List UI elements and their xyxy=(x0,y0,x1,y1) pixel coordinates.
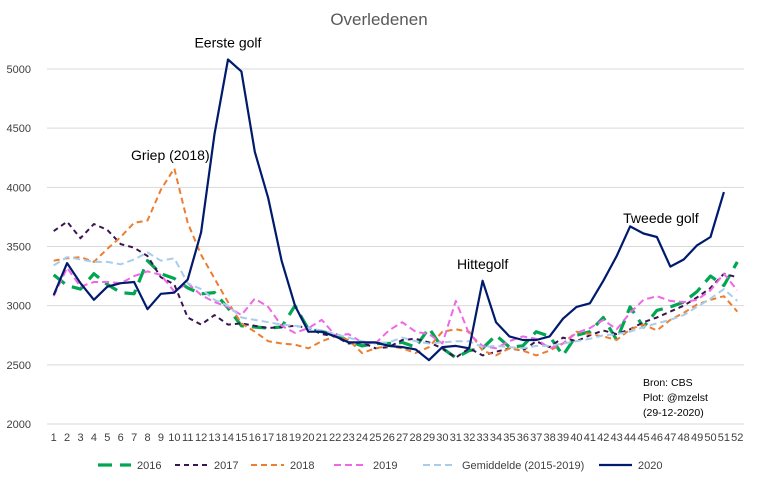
x-tick-label: 15 xyxy=(235,432,247,444)
series-lines xyxy=(52,58,739,362)
x-tick-label: 24 xyxy=(356,432,368,444)
x-tick-label: 29 xyxy=(423,432,435,444)
x-axis-ticks: 1 2 3 4 5 6 7 8 9 10 11 12 13 14 15 16 17 18 19 20 21 22 23 24 2… xyxy=(51,432,744,444)
annotation-hittegolf: Hittegolf xyxy=(457,256,508,272)
legend-label-5: 2020 xyxy=(638,460,662,472)
x-tick-label: 37 xyxy=(530,432,542,444)
x-tick-label: 2 xyxy=(64,432,70,444)
x-tick-label: 8 xyxy=(144,432,150,444)
series-line-5 xyxy=(52,58,725,362)
x-tick-label: 51 xyxy=(718,432,730,444)
legend-label-3: 2019 xyxy=(373,460,397,472)
x-tick-label: 18 xyxy=(275,432,287,444)
y-tick-label: 2500 xyxy=(7,360,31,372)
annotations: Eerste golf Griep (2018) Hittegolf Tweed… xyxy=(131,35,699,272)
annotation-griep-2018: Griep (2018) xyxy=(131,147,210,163)
x-tick-label: 25 xyxy=(369,432,381,444)
x-tick-label: 28 xyxy=(409,432,421,444)
source-line-2: Plot: @mzelst xyxy=(643,392,708,404)
x-tick-label: 32 xyxy=(463,432,475,444)
y-tick-label: 4000 xyxy=(7,182,31,194)
x-tick-label: 10 xyxy=(168,432,180,444)
x-tick-label: 21 xyxy=(316,432,328,444)
x-tick-label: 9 xyxy=(158,432,164,444)
x-tick-label: 22 xyxy=(329,432,341,444)
x-tick-label: 11 xyxy=(182,432,193,444)
x-tick-label: 50 xyxy=(704,432,716,444)
x-tick-label: 49 xyxy=(691,432,703,444)
y-tick-label: 3000 xyxy=(7,301,31,313)
x-tick-label: 4 xyxy=(91,432,97,444)
x-tick-label: 44 xyxy=(624,432,636,444)
x-tick-label: 27 xyxy=(396,432,408,444)
source-line-1: Bron: CBS xyxy=(643,377,693,389)
legend-label-4: Gemiddelde (2015-2019) xyxy=(462,460,584,472)
x-tick-label: 6 xyxy=(118,432,124,444)
x-tick-label: 35 xyxy=(503,432,515,444)
source-note: Bron: CBS Plot: @mzelst (29-12-2020) xyxy=(643,377,708,419)
x-tick-label: 45 xyxy=(637,432,649,444)
x-tick-label: 39 xyxy=(557,432,569,444)
x-tick-label: 33 xyxy=(477,432,489,444)
x-tick-label: 7 xyxy=(131,432,137,444)
x-tick-label: 1 xyxy=(51,432,57,444)
x-tick-label: 36 xyxy=(517,432,529,444)
x-tick-label: 42 xyxy=(597,432,609,444)
y-tick-label: 2000 xyxy=(7,419,31,431)
x-tick-label: 13 xyxy=(208,432,220,444)
series-line-1 xyxy=(53,220,738,359)
x-tick-label: 14 xyxy=(222,432,234,444)
x-tick-label: 38 xyxy=(544,432,556,444)
x-tick-label: 17 xyxy=(262,432,274,444)
legend-label-1: 2017 xyxy=(214,460,238,472)
x-tick-label: 31 xyxy=(450,432,462,444)
chart-title: Overledenen xyxy=(330,10,427,29)
x-tick-label: 20 xyxy=(302,432,314,444)
x-tick-label: 40 xyxy=(570,432,582,444)
gridlines xyxy=(47,68,744,425)
x-tick-label: 43 xyxy=(611,432,623,444)
x-tick-label: 19 xyxy=(289,432,301,444)
y-tick-label: 4500 xyxy=(7,123,31,135)
legend-label-2: 2018 xyxy=(290,460,314,472)
x-tick-label: 48 xyxy=(678,432,690,444)
legend: 2016 2017 2018 2019 Gemiddelde (2015-2019) 20… xyxy=(98,460,662,472)
legend-label-0: 2016 xyxy=(137,460,161,472)
y-tick-label: 3500 xyxy=(7,242,31,254)
series-line-3 xyxy=(52,266,739,350)
x-tick-label: 16 xyxy=(249,432,261,444)
x-tick-label: 34 xyxy=(490,432,502,444)
x-tick-label: 41 xyxy=(584,432,596,444)
source-line-3: (29-12-2020) xyxy=(643,407,704,419)
x-tick-label: 47 xyxy=(664,432,676,444)
y-tick-label: 5000 xyxy=(7,64,31,76)
series-line-2 xyxy=(53,167,739,357)
y-axis-ticks: 2000 2500 3000 3500 4000 4500 5000 xyxy=(7,64,31,431)
annotation-tweede-golf: Tweede golf xyxy=(623,210,699,226)
x-tick-label: 5 xyxy=(104,432,110,444)
x-tick-label: 46 xyxy=(651,432,663,444)
x-tick-label: 52 xyxy=(731,432,743,444)
x-tick-label: 12 xyxy=(195,432,207,444)
x-tick-label: 23 xyxy=(342,432,354,444)
x-tick-label: 30 xyxy=(436,432,448,444)
x-tick-label: 3 xyxy=(77,432,83,444)
x-tick-label: 26 xyxy=(383,432,395,444)
series-line-4 xyxy=(53,251,738,350)
series-line-0 xyxy=(52,259,739,360)
annotation-eerste-golf: Eerste golf xyxy=(194,35,261,51)
